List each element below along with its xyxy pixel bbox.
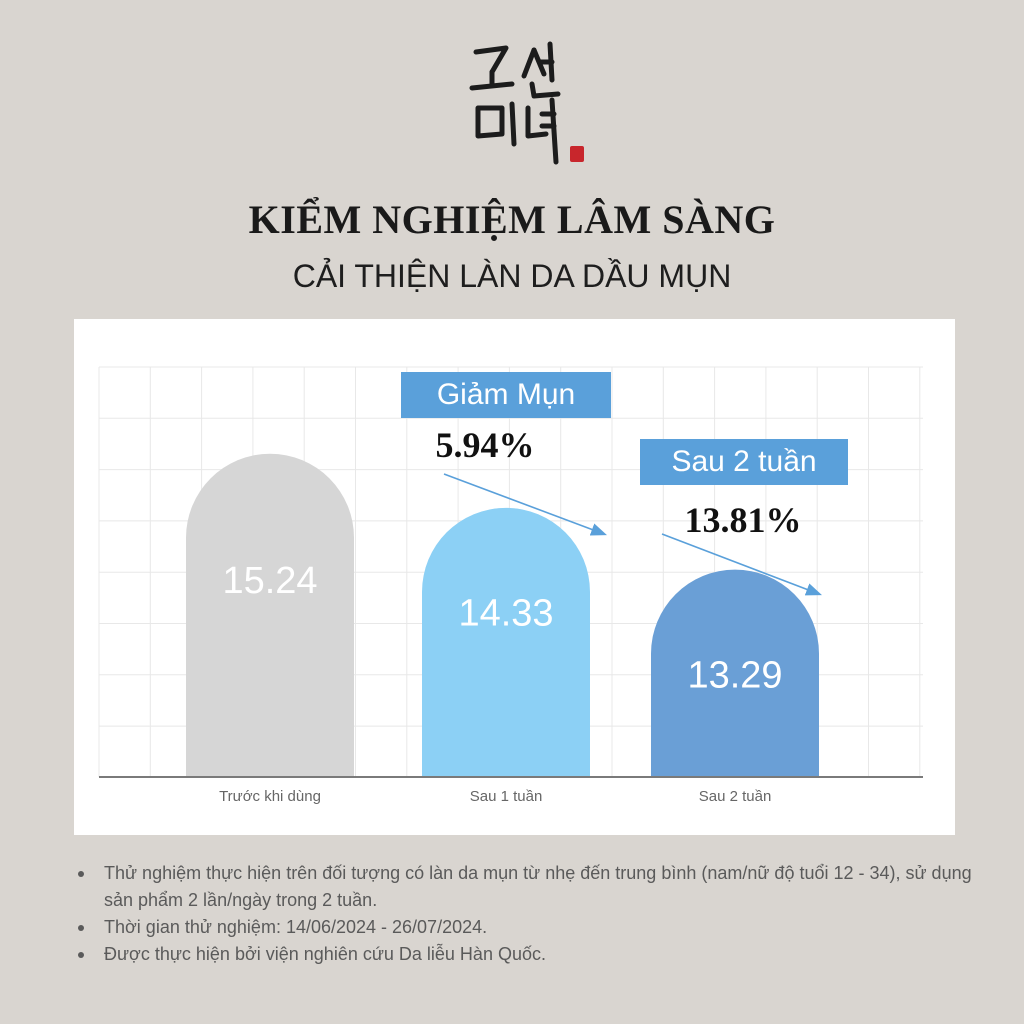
bar (651, 569, 819, 777)
x-tick-label: Sau 2 tuần (699, 788, 772, 805)
calligraphy-logo-icon (469, 41, 584, 165)
page-title: KIỂM NGHIỆM LÂM SÀNG (248, 197, 776, 242)
page-subtitle: CẢI THIỆN LÀN DA DẦU MỤN (292, 258, 732, 294)
annotation-arrow (661, 533, 822, 596)
red-seal-icon (570, 146, 584, 162)
annotation-box (640, 439, 848, 485)
annotation-arrow (443, 473, 607, 536)
annotation-percentage: 13.81% (685, 500, 802, 540)
bar (422, 507, 590, 777)
annotation-label: Giảm Mụn (437, 378, 575, 411)
bar-chart: 15.24 14.33 13.29 Trước khi dùng Sau 1 tuần… (98, 366, 923, 805)
bar-value-label: 13.29 (687, 654, 782, 696)
footnote-item: Thời gian thử nghiệm: 14/06/2024 - 26/07… (76, 914, 976, 941)
x-tick-labels: Trước khi dùng Sau 1 tuần Sau 2 tuần (219, 788, 771, 805)
bar-value-label: 14.33 (458, 593, 553, 635)
brand-logo (462, 36, 592, 176)
footnote-item: Được thực hiện bởi viện nghiên cứu Da li… (76, 941, 976, 968)
chart-bars: 15.24 14.33 13.29 (186, 453, 819, 777)
chart-panel: 15.24 14.33 13.29 Trước khi dùng Sau 1 tuần… (74, 319, 955, 835)
chart-annotations: Giảm Mụn 5.94% Sau 2 tuần 13.81% (401, 372, 848, 596)
footnotes: Thử nghiệm thực hiện trên đối tượng có l… (76, 860, 976, 968)
bar (186, 453, 354, 777)
footnote-item: Thử nghiệm thực hiện trên đối tượng có l… (76, 860, 976, 914)
x-tick-label: Sau 1 tuần (470, 788, 543, 805)
bar-value-label: 15.24 (222, 560, 317, 602)
annotation-box (401, 372, 611, 418)
annotation-percentage: 5.94% (436, 425, 535, 465)
x-tick-label: Trước khi dùng (219, 788, 321, 805)
annotation-label: Sau 2 tuần (671, 445, 816, 478)
